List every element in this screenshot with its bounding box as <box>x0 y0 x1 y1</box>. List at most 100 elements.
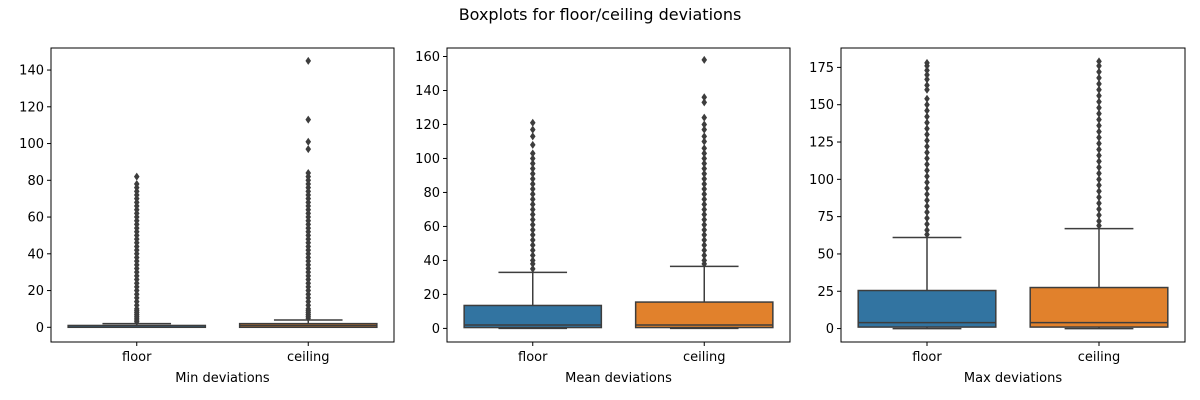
outlier-point <box>701 179 708 188</box>
y-tick-label: 160 <box>415 50 440 65</box>
x-tick-label: ceiling <box>1078 350 1120 365</box>
outlier-point <box>529 215 536 224</box>
outlier-point <box>529 179 536 188</box>
outlier-point <box>924 160 930 169</box>
outlier-point <box>529 246 536 255</box>
outlier-point <box>924 130 930 139</box>
outlier-point <box>701 164 708 173</box>
outlier-point <box>701 256 708 265</box>
outlier-point <box>701 169 708 178</box>
outlier-point <box>701 159 708 168</box>
y-tick-label: 60 <box>27 211 44 226</box>
x-tick-label: floor <box>518 350 548 365</box>
floor-box <box>857 289 997 328</box>
outlier-point <box>1096 151 1102 160</box>
outlier-point <box>1096 211 1102 220</box>
axes-frame <box>50 47 395 343</box>
outlier-point <box>924 196 930 205</box>
outlier-point <box>1096 79 1102 88</box>
outlier-point <box>529 230 536 239</box>
outlier-point <box>701 132 708 141</box>
y-tick-label: 100 <box>809 173 834 188</box>
outlier-point <box>1096 145 1102 154</box>
outlier-point <box>701 230 708 239</box>
outlier-point <box>529 185 536 194</box>
outlier-point <box>924 226 930 235</box>
outlier-point <box>924 220 930 229</box>
y-tick-label: 0 <box>432 322 440 337</box>
outlier-point <box>701 195 708 204</box>
outlier-point <box>701 125 708 134</box>
outlier-point <box>1096 221 1102 230</box>
outlier-point <box>1096 73 1102 82</box>
y-tick-label: 0 <box>36 321 44 336</box>
y-tick-label: 80 <box>423 186 440 201</box>
ceiling-box <box>1029 286 1169 328</box>
figure-title: Boxplots for floor/ceiling deviations <box>458 5 742 24</box>
outlier-point <box>924 81 930 90</box>
outlier-point <box>701 190 708 199</box>
x-axis-label: Max deviations <box>964 371 1062 386</box>
outlier-point <box>1096 175 1102 184</box>
outlier-point <box>701 55 708 64</box>
outlier-point <box>924 66 930 75</box>
outlier-point <box>529 154 536 163</box>
x-tick-label: floor <box>912 350 942 365</box>
outlier-point <box>701 205 708 214</box>
x-tick-label: ceiling <box>683 350 725 365</box>
outlier-point <box>701 93 708 102</box>
outlier-point <box>1096 127 1102 136</box>
outlier-point <box>924 136 930 145</box>
outlier-point <box>701 220 708 229</box>
outlier-point <box>1096 139 1102 148</box>
y-tick-label: 80 <box>27 174 44 189</box>
outlier-point <box>1096 85 1102 94</box>
outlier-point <box>305 115 312 124</box>
y-tick-label: 0 <box>826 322 834 337</box>
axes-frame <box>840 47 1186 343</box>
outlier-point <box>529 174 536 183</box>
outlier-point <box>529 132 536 141</box>
outlier-point <box>924 70 930 79</box>
outlier-point <box>1096 91 1102 100</box>
outlier-point <box>1096 61 1102 70</box>
outlier-point <box>924 58 930 67</box>
outlier-point <box>529 169 536 178</box>
outlier-point <box>529 164 536 173</box>
outlier-point <box>529 195 536 204</box>
outlier-point <box>529 125 536 134</box>
outlier-point <box>1096 169 1102 178</box>
outlier-point <box>1096 115 1102 124</box>
outlier-point <box>924 75 930 84</box>
outlier-point <box>1096 57 1102 66</box>
outlier-point <box>133 172 140 181</box>
outlier-point <box>924 230 930 239</box>
y-tick-label: 25 <box>817 285 834 300</box>
outlier-point <box>924 142 930 151</box>
outlier-point <box>924 172 930 181</box>
outlier-point <box>924 100 930 109</box>
outlier-point <box>529 225 536 234</box>
outlier-point <box>924 178 930 187</box>
x-tick-label: floor <box>122 350 152 365</box>
outlier-point <box>305 145 312 154</box>
outlier-point <box>529 200 536 209</box>
outlier-point <box>924 118 930 127</box>
outlier-point <box>1096 205 1102 214</box>
y-tick-label: 20 <box>27 284 44 299</box>
outlier-point <box>701 241 708 250</box>
y-tick-label: 120 <box>415 118 440 133</box>
outlier-point <box>1096 163 1102 172</box>
outlier-point <box>924 214 930 223</box>
outlier-point <box>305 56 312 65</box>
outlier-point <box>1096 133 1102 142</box>
outlier-point <box>924 208 930 217</box>
outlier-point <box>924 112 930 121</box>
y-tick-label: 140 <box>415 84 440 99</box>
outlier-point <box>1096 67 1102 76</box>
outlier-point <box>701 200 708 209</box>
y-tick-label: 40 <box>27 247 44 262</box>
x-tick-label: ceiling <box>287 350 329 365</box>
outlier-point <box>924 148 930 157</box>
